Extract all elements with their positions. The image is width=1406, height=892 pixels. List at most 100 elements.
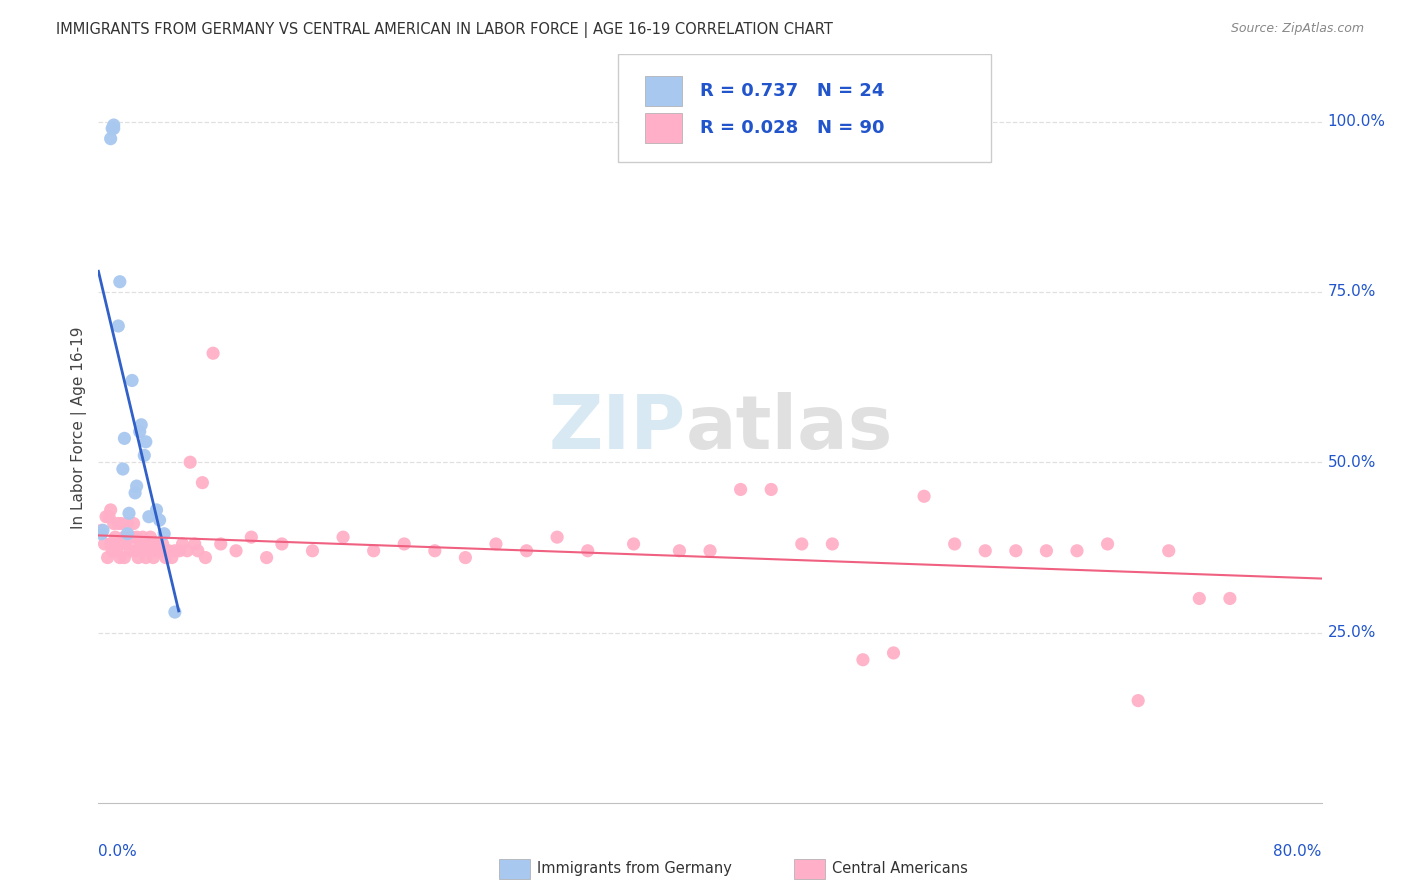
Y-axis label: In Labor Force | Age 16-19: In Labor Force | Age 16-19	[72, 326, 87, 530]
Point	[883, 646, 905, 660]
Point	[153, 526, 176, 541]
Point	[129, 417, 152, 432]
Point	[107, 537, 129, 551]
Point	[117, 526, 139, 541]
Point	[546, 530, 568, 544]
Point	[576, 543, 599, 558]
Point	[135, 550, 157, 565]
Point	[149, 513, 172, 527]
Point	[121, 530, 143, 544]
Point	[145, 503, 167, 517]
Point	[152, 537, 174, 551]
Point	[124, 543, 146, 558]
Point	[128, 537, 150, 551]
Point	[105, 543, 128, 558]
Point	[91, 524, 114, 538]
Point	[225, 543, 247, 558]
Point	[101, 543, 124, 558]
Point	[301, 543, 323, 558]
Point	[108, 275, 131, 289]
Point	[134, 449, 156, 463]
Point	[943, 537, 966, 551]
Point	[107, 318, 129, 333]
Point	[270, 537, 292, 551]
Text: Source: ZipAtlas.com: Source: ZipAtlas.com	[1230, 22, 1364, 36]
Text: 75.0%: 75.0%	[1327, 285, 1376, 300]
Point	[111, 462, 134, 476]
Text: 80.0%: 80.0%	[1274, 844, 1322, 859]
Text: R = 0.028   N = 90: R = 0.028 N = 90	[700, 120, 884, 137]
Point	[135, 434, 157, 449]
Point	[194, 550, 217, 565]
Point	[974, 543, 997, 558]
Point	[111, 537, 134, 551]
Point	[124, 486, 146, 500]
Point	[179, 455, 201, 469]
Point	[332, 530, 354, 544]
Point	[138, 543, 160, 558]
Point	[98, 509, 121, 524]
Point	[176, 543, 198, 558]
Point	[100, 131, 122, 145]
Point	[1219, 591, 1241, 606]
Text: atlas: atlas	[686, 392, 893, 465]
Text: R = 0.737   N = 24: R = 0.737 N = 24	[700, 82, 884, 100]
Point	[516, 543, 538, 558]
Point	[90, 524, 112, 538]
Point	[172, 537, 194, 551]
Point	[112, 530, 135, 544]
Point	[454, 550, 477, 565]
Point	[122, 516, 145, 531]
Point	[363, 543, 385, 558]
Point	[100, 537, 122, 551]
Point	[699, 543, 721, 558]
Point	[912, 489, 935, 503]
Point	[1128, 693, 1150, 707]
Point	[143, 543, 166, 558]
Point	[117, 516, 139, 531]
Point	[187, 543, 209, 558]
Point	[112, 550, 135, 565]
Text: Immigrants from Germany: Immigrants from Germany	[537, 862, 733, 876]
Point	[142, 550, 165, 565]
Point	[128, 425, 150, 439]
Point	[155, 550, 177, 565]
Point	[392, 537, 416, 551]
Point	[125, 530, 148, 544]
Point	[118, 506, 141, 520]
Point	[157, 543, 180, 558]
Text: IMMIGRANTS FROM GERMANY VS CENTRAL AMERICAN IN LABOR FORCE | AGE 16-19 CORRELATI: IMMIGRANTS FROM GERMANY VS CENTRAL AMERI…	[56, 22, 834, 38]
Point	[100, 503, 122, 517]
Point	[136, 537, 159, 551]
Point	[101, 121, 124, 136]
Point	[121, 374, 143, 388]
Point	[1004, 543, 1026, 558]
Point	[423, 543, 446, 558]
Point	[209, 537, 232, 551]
Point	[163, 605, 186, 619]
Text: 0.0%: 0.0%	[98, 844, 138, 859]
Point	[145, 537, 167, 551]
Point	[107, 516, 129, 531]
Point	[138, 509, 160, 524]
Point	[1097, 537, 1119, 551]
Point	[485, 537, 508, 551]
Point	[821, 537, 844, 551]
Point	[790, 537, 813, 551]
Point	[94, 509, 117, 524]
Point	[110, 516, 132, 531]
Point	[191, 475, 214, 490]
Text: 100.0%: 100.0%	[1327, 114, 1386, 129]
Point	[139, 530, 162, 544]
Point	[141, 537, 163, 551]
Point	[1035, 543, 1057, 558]
Point	[108, 550, 131, 565]
Point	[149, 543, 172, 558]
Point	[240, 530, 263, 544]
Point	[103, 121, 125, 136]
Point	[104, 530, 127, 544]
Point	[759, 483, 782, 497]
Point	[146, 543, 169, 558]
Point	[103, 118, 125, 132]
Text: 50.0%: 50.0%	[1327, 455, 1376, 470]
